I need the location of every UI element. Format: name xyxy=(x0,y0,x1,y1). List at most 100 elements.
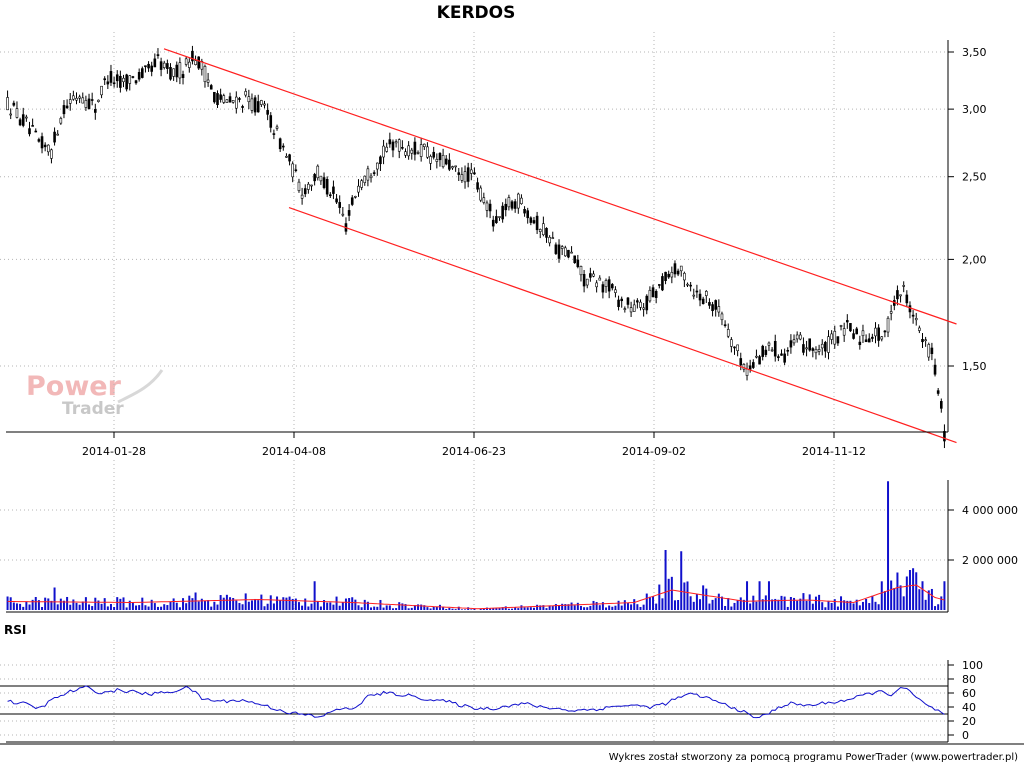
volume-bar xyxy=(131,602,134,610)
candle-body xyxy=(322,177,326,188)
candle-body xyxy=(529,217,533,223)
rsi-series-line xyxy=(7,685,945,719)
volume-bar xyxy=(836,606,839,610)
volume-bar xyxy=(25,601,28,610)
volume-bar xyxy=(717,593,720,610)
volume-bar xyxy=(601,602,604,610)
volume-bar xyxy=(912,568,915,610)
candle-body xyxy=(213,91,216,103)
volume-bar xyxy=(623,600,626,610)
candle-body xyxy=(341,213,345,216)
candle-body xyxy=(908,305,912,313)
volume-bar xyxy=(749,603,752,610)
volume-bar xyxy=(6,596,9,610)
candle-body xyxy=(441,155,445,168)
candle-body xyxy=(410,149,414,154)
volume-bar xyxy=(357,605,360,610)
candle-body xyxy=(717,306,721,313)
candle-body xyxy=(808,338,812,351)
volume-bar xyxy=(438,604,441,610)
candle-body xyxy=(582,274,586,287)
candle-body xyxy=(401,147,404,149)
candle-body xyxy=(228,96,232,103)
volume-bar xyxy=(727,598,730,610)
candle-body xyxy=(319,175,323,182)
channel-lower-line xyxy=(288,207,957,444)
volume-bar xyxy=(260,594,263,610)
candle-body xyxy=(836,336,840,344)
candle-body xyxy=(313,174,316,182)
candle-body xyxy=(673,263,677,275)
volume-bar xyxy=(595,602,598,610)
candle-body xyxy=(714,300,718,310)
candle-body xyxy=(75,97,78,101)
volume-bar xyxy=(391,608,394,610)
date-axis: 2014-01-28 2014-04-08 2014-06-23 2014-09-02… xyxy=(6,431,948,458)
candle-body xyxy=(661,276,664,291)
volume-bar xyxy=(338,605,341,610)
volume-bar xyxy=(554,604,557,610)
volume-bar xyxy=(683,582,686,610)
candle-body xyxy=(137,72,141,80)
price-axis: 3,50 3,00 2,50 2,00 1,50 xyxy=(947,40,987,432)
volume-bar xyxy=(661,598,664,610)
candle-body xyxy=(701,298,705,305)
volume-bar xyxy=(28,604,31,610)
candle-body xyxy=(914,318,918,321)
volume-bar xyxy=(332,604,335,610)
volume-bar xyxy=(793,597,796,610)
candle-body xyxy=(798,334,802,340)
volume-bar xyxy=(746,581,749,610)
volume-bar xyxy=(783,596,786,610)
candle-body xyxy=(554,244,558,254)
candle-body xyxy=(231,100,235,103)
candle-body xyxy=(632,304,636,312)
volume-bar xyxy=(344,598,347,610)
volume-bar xyxy=(442,606,445,610)
candle-body xyxy=(147,63,150,69)
candle-body xyxy=(59,118,63,124)
candle-body xyxy=(144,65,147,68)
candle-body xyxy=(538,229,542,233)
candle-body xyxy=(933,364,937,375)
volume-bar xyxy=(899,585,902,610)
volume-bar xyxy=(31,599,34,610)
candle-body xyxy=(241,106,244,108)
volume-bar xyxy=(229,597,232,610)
volume-bar xyxy=(250,600,253,610)
candle-body xyxy=(667,273,671,278)
volume-bar xyxy=(175,602,178,610)
volume-bar xyxy=(532,607,535,610)
candle-body xyxy=(426,146,429,158)
volume-bar xyxy=(78,604,81,610)
candle-body xyxy=(676,270,680,275)
volume-bar xyxy=(818,594,821,610)
volume-bar xyxy=(708,603,711,610)
volume-bar xyxy=(780,595,783,610)
candle-body xyxy=(209,85,213,90)
volume-bar xyxy=(285,597,288,610)
volume-bar xyxy=(207,600,210,610)
candle-body xyxy=(563,247,567,257)
volume-bar xyxy=(821,602,824,610)
volume-bar xyxy=(871,595,874,610)
candle-body xyxy=(128,75,132,84)
candle-body xyxy=(557,244,561,259)
candle-body xyxy=(37,139,41,142)
volume-bar xyxy=(75,602,78,610)
volume-bar xyxy=(94,597,97,610)
candle-body xyxy=(178,62,182,79)
candle-body xyxy=(106,81,110,85)
candle-body xyxy=(473,172,476,175)
volume-bar xyxy=(81,601,84,610)
volume-bar xyxy=(592,600,595,610)
candle-body xyxy=(328,194,332,197)
volume-bar xyxy=(526,607,529,610)
volume-bar xyxy=(699,599,702,610)
volume-bar xyxy=(921,581,924,610)
candle-body xyxy=(269,115,273,128)
candle-body xyxy=(125,74,128,90)
candle-body xyxy=(206,79,210,83)
volume-bar xyxy=(160,606,163,610)
candle-body xyxy=(325,178,329,195)
